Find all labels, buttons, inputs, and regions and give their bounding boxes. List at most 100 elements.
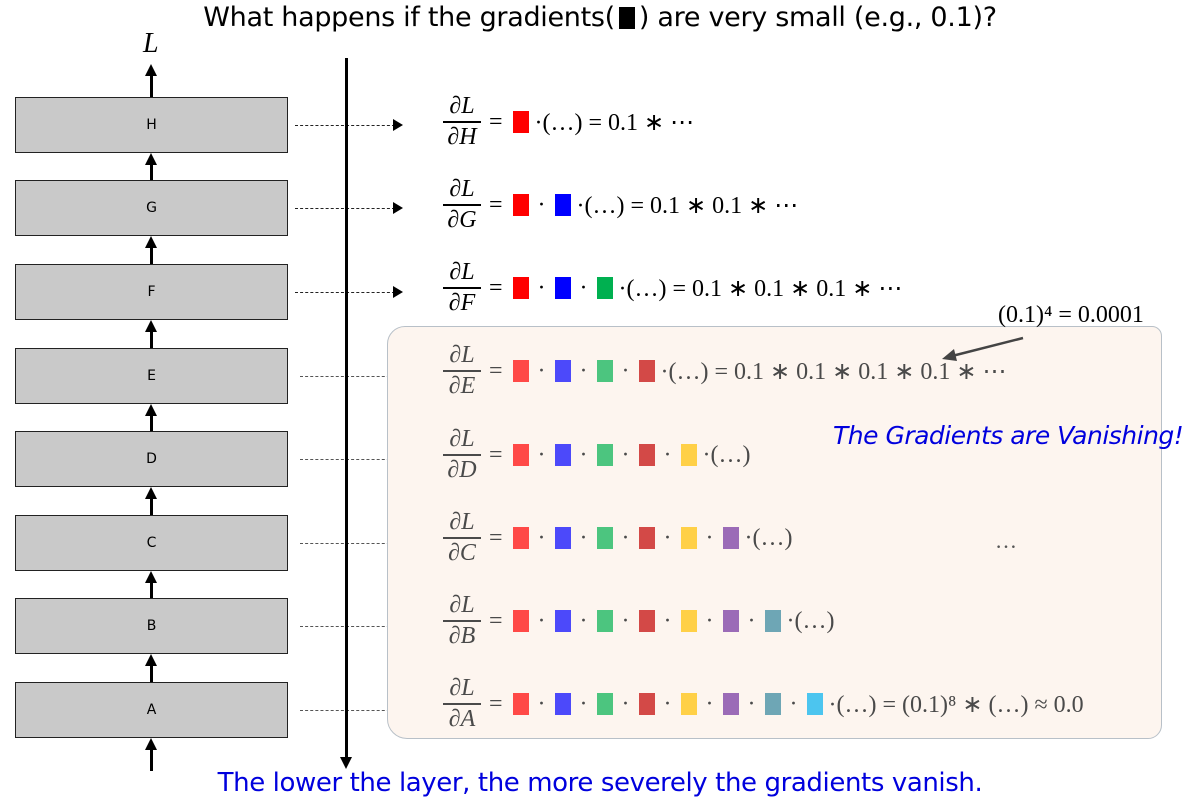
fraction-denominator: ∂F (448, 290, 476, 317)
multiply-dot: · (579, 524, 588, 551)
partial-fraction: ∂L ∂A (443, 675, 481, 732)
equals-sign: = (489, 690, 503, 717)
forward-arrow-line (150, 74, 153, 97)
gradient-block-blue-icon (554, 693, 571, 716)
multiply-dot: · (663, 524, 672, 551)
multiply-dot: · (705, 607, 714, 634)
fraction-bar (443, 703, 481, 706)
connector-arrowhead-icon (393, 286, 403, 298)
multiply-dot: · (621, 524, 630, 551)
multiply-dot: · (537, 441, 546, 468)
layer-h: H (15, 97, 288, 153)
partial-fraction: ∂L ∂C (443, 509, 481, 567)
gradient-block-red-icon (512, 360, 529, 383)
gradient-block-red-icon (512, 194, 529, 217)
multiply-dot: · (579, 274, 588, 301)
gradient-block-red-icon (512, 610, 529, 633)
backprop-line (345, 58, 348, 758)
gradient-square-icon (618, 7, 635, 29)
connector-arrowhead-icon (393, 202, 403, 214)
gradient-block-crimson-icon (638, 360, 655, 383)
equation-da: ∂L ∂A = · · · · · · · ·(…) = (0.1)⁸ ∗ (…) ≈ 0.0 (443, 675, 1084, 732)
partial-fraction: ∂L ∂B (443, 592, 481, 650)
layer-label: C (146, 535, 157, 551)
fraction-numerator: ∂L (449, 426, 475, 452)
vanishing-note: The Gradients are Vanishing! (833, 421, 1184, 450)
layer-a: A (15, 682, 288, 738)
equation-tail: ·(…) = 0.1 ∗ 0.1 ∗ ⋯ (576, 192, 799, 219)
gradient-block-red-icon (512, 111, 529, 134)
forward-arrowhead-icon (145, 236, 157, 248)
power-annotation: (0.1)⁴ = 0.0001 (998, 302, 1144, 328)
forward-arrowhead-icon (145, 404, 157, 416)
equation-dg: ∂L ∂G = · ·(…) = 0.1 ∗ 0.1 ∗ ⋯ (443, 176, 799, 234)
gradient-block-purple-icon (722, 527, 739, 550)
title-prefix: What happens if the gradients( (203, 2, 615, 33)
forward-arrowhead-icon (145, 487, 157, 499)
gradient-block-green-icon (596, 444, 613, 467)
partial-fraction: ∂L ∂D (443, 426, 481, 483)
gradient-block-crimson-icon (638, 610, 655, 633)
equals-sign: = (489, 274, 503, 301)
gradient-block-green-icon (596, 277, 613, 300)
forward-arrow-line (150, 330, 153, 348)
fraction-denominator: ∂B (448, 623, 476, 650)
fraction-denominator: ∂G (447, 207, 477, 234)
fraction-denominator: ∂C (448, 540, 476, 567)
equation-tail: ·(…) = (0.1)⁸ ∗ (…) ≈ 0.0 (828, 691, 1084, 718)
multiply-dot: · (747, 690, 756, 717)
gradient-block-green-icon (596, 527, 613, 550)
equation-db: ∂L ∂B = · · · · · · ·(…) (443, 592, 835, 650)
forward-arrowhead-icon (145, 320, 157, 332)
gradient-block-cyan-icon (806, 693, 823, 716)
partial-fraction: ∂L ∂E (443, 342, 481, 400)
gradient-block-green-icon (596, 610, 613, 633)
forward-arrow-line (150, 497, 153, 515)
annotation-arrow-icon (942, 336, 1024, 361)
multiply-dot: · (621, 357, 630, 384)
layer-label: H (146, 117, 157, 133)
equals-sign: = (489, 441, 503, 468)
title-suffix: ) are very small (e.g., 0.1)? (638, 2, 997, 33)
partial-fraction: ∂L ∂G (443, 176, 481, 234)
layer-f: F (15, 264, 288, 320)
multiply-dot: · (621, 690, 630, 717)
multiply-dot: · (537, 191, 546, 218)
gradient-block-purple-icon (722, 610, 739, 633)
multiply-dot: · (537, 274, 546, 301)
multiply-dot: · (789, 690, 798, 717)
equation-tail: ·(…) = 0.1 ∗ 0.1 ∗ 0.1 ∗ 0.1 ∗ ⋯ (660, 358, 1007, 385)
fraction-bar (443, 121, 481, 124)
equals-sign: = (489, 524, 503, 551)
layer-g: G (15, 180, 288, 236)
layer-e: E (15, 348, 288, 404)
multiply-dot: · (537, 524, 546, 551)
gradient-block-red-icon (512, 444, 529, 467)
equation-tail: ·(…) = 0.1 ∗ 0.1 ∗ 0.1 ∗ ⋯ (618, 275, 903, 302)
equation-tail: ·(…) (702, 441, 751, 468)
equation-de: ∂L ∂E = · · · ·(…) = 0.1 ∗ 0.1 ∗ 0.1 ∗ 0.1 ∗ ⋯ (443, 342, 1007, 400)
gradient-block-teal-icon (764, 693, 781, 716)
multiply-dot: · (537, 690, 546, 717)
fraction-numerator: ∂L (449, 509, 475, 535)
multiply-dot: · (579, 607, 588, 634)
multiply-dot: · (579, 690, 588, 717)
fraction-bar (443, 620, 481, 623)
forward-arrow-line (150, 414, 153, 431)
forward-arrow-line (150, 581, 153, 598)
gradient-block-green-icon (596, 693, 613, 716)
equals-sign: = (489, 607, 503, 634)
multiply-dot: · (705, 690, 714, 717)
fraction-numerator: ∂L (449, 592, 475, 618)
fraction-denominator: ∂E (448, 373, 476, 400)
gradient-block-blue-icon (554, 610, 571, 633)
forward-arrowhead-icon (145, 64, 157, 76)
gradient-block-teal-icon (764, 610, 781, 633)
fraction-numerator: ∂L (449, 176, 475, 202)
gradient-block-red-icon (512, 693, 529, 716)
fraction-numerator: ∂L (449, 259, 475, 285)
gradient-block-blue-icon (554, 360, 571, 383)
gradient-block-blue-icon (554, 444, 571, 467)
equals-sign: = (489, 191, 503, 218)
layer-label: E (147, 368, 156, 384)
